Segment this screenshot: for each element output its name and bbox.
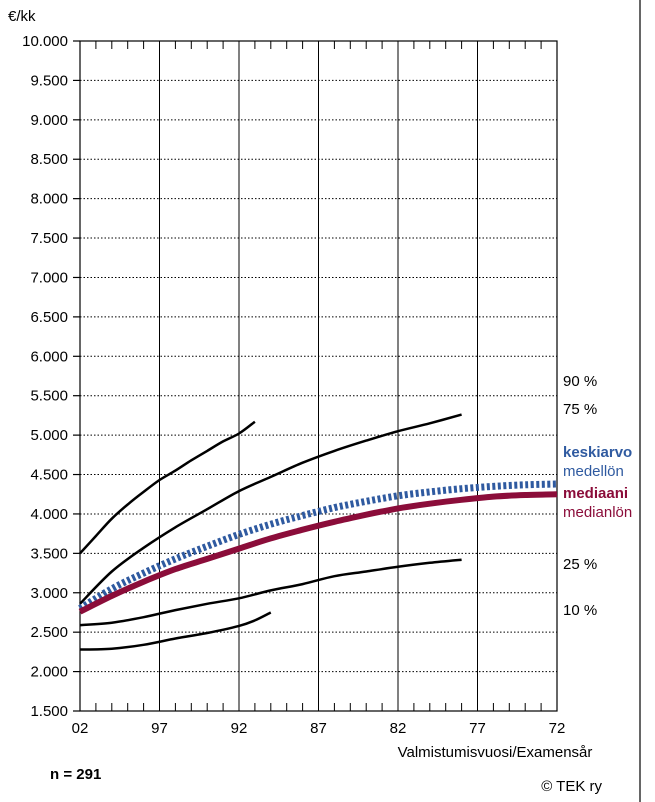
- y-tick-label: 3.500: [30, 545, 68, 562]
- legend-entry: 25 %: [563, 556, 597, 573]
- y-tick-label: 2.000: [30, 664, 68, 681]
- x-tick-label: 77: [469, 720, 486, 737]
- grid: [80, 41, 557, 711]
- legend-entry: 75 %: [563, 401, 597, 418]
- y-tick-label: 1.500: [30, 703, 68, 720]
- y-tick-label: 7.500: [30, 230, 68, 247]
- x-tick-label: 92: [231, 720, 248, 737]
- sample-size-label: n = 291: [50, 766, 101, 783]
- y-tick-label: 8.500: [30, 151, 68, 168]
- y-tick-label: 9.500: [30, 72, 68, 89]
- y-tick-label: 10.000: [22, 33, 68, 50]
- y-tick-label: 4.500: [30, 467, 68, 484]
- y-tick-label: 9.000: [30, 112, 68, 129]
- series-line-25: [79, 558, 462, 627]
- legend-entry: 10 %: [563, 602, 597, 619]
- legend-entry: keskiarvo: [563, 444, 632, 461]
- y-tick-label: 3.000: [30, 585, 68, 602]
- x-tick-label: 82: [390, 720, 407, 737]
- y-tick-label: 7.000: [30, 269, 68, 286]
- legend-entry: medianlön: [563, 504, 632, 521]
- series-line-mediaani-medianl-n: [78, 491, 558, 615]
- legend-entry: medellön: [563, 463, 624, 480]
- x-tick-label: 87: [310, 720, 327, 737]
- y-tick-label: 4.000: [30, 506, 68, 523]
- axes: 1.500 2.000 2.500 3.000 3.500 4.000 4.500 5.000…: [22, 33, 565, 737]
- series-line-75: [79, 413, 462, 605]
- copyright-label: © TEK ry: [541, 778, 602, 795]
- x-tick-label: 72: [549, 720, 566, 737]
- legend-entry: 90 %: [563, 373, 597, 390]
- series-line-keskiarvo-medell-n: [78, 480, 558, 612]
- y-tick-label: 5.000: [30, 427, 68, 444]
- y-tick-label: 6.000: [30, 348, 68, 365]
- series-line-10: [79, 611, 272, 651]
- series-line-90: [79, 420, 256, 555]
- x-axis-title: Valmistumisvuosi/Examensår: [398, 744, 593, 761]
- y-tick-label: 6.500: [30, 309, 68, 326]
- y-tick-label: 5.500: [30, 388, 68, 405]
- legend: 90 % 75 % keskiarvo medellön mediaani medianl…: [563, 373, 632, 619]
- x-tick-label: 97: [151, 720, 168, 737]
- y-tick-label: 8.000: [30, 191, 68, 208]
- x-tick-label: 02: [72, 720, 89, 737]
- legend-entry: mediaani: [563, 485, 628, 502]
- series-lines: [78, 413, 558, 651]
- unit-label: €/kk: [8, 8, 36, 25]
- y-tick-label: 2.500: [30, 624, 68, 641]
- plot-frame: [79, 40, 558, 712]
